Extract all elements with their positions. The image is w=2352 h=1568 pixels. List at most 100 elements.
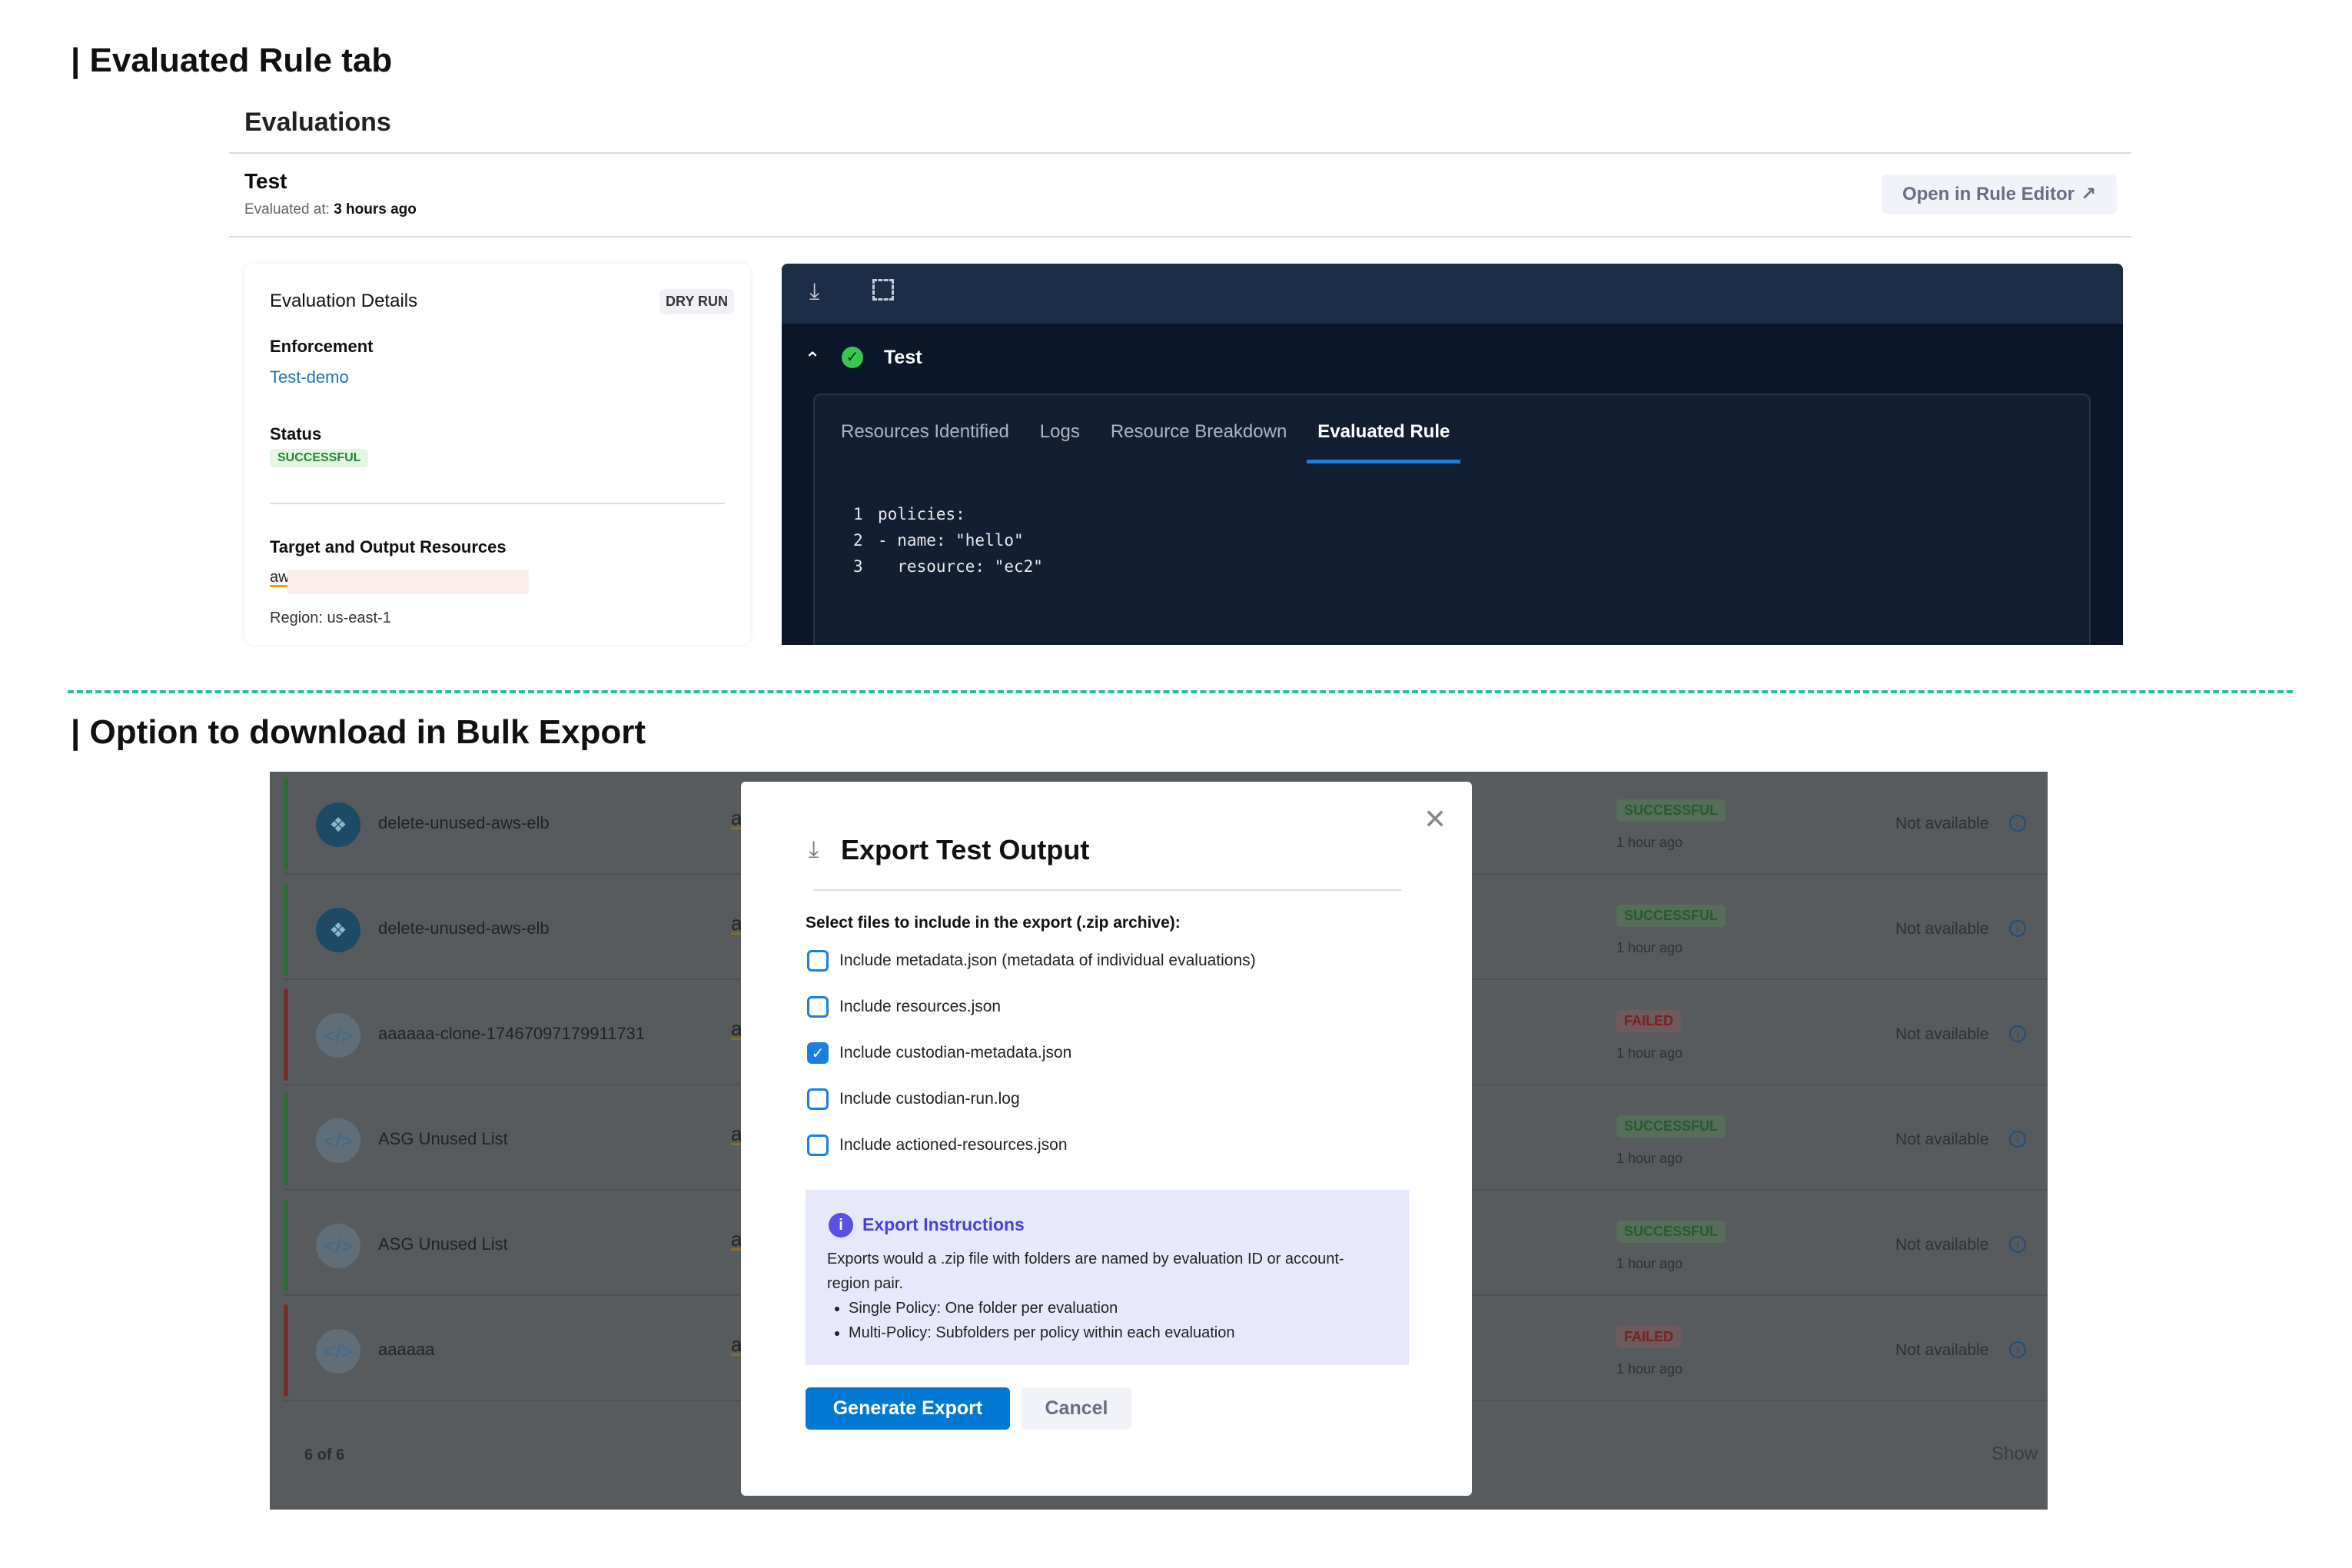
not-available-text: Not available: [1895, 1025, 1989, 1043]
rule-name[interactable]: aaaaaa-clone-17467097179911731: [378, 1024, 646, 1043]
cancel-button[interactable]: Cancel: [1022, 1387, 1131, 1430]
status-badge: SUCCESSFUL: [270, 449, 369, 467]
divider: [229, 236, 2131, 238]
divider: [270, 503, 725, 504]
show-button[interactable]: Show: [1992, 1443, 2038, 1464]
option-label: Include metadata.json (metadata of indiv…: [839, 952, 1256, 969]
enforcement-label: Enforcement: [270, 337, 374, 356]
info-icon[interactable]: i: [2009, 920, 2026, 937]
code-rule-icon: </>: [316, 1118, 360, 1163]
rule-name[interactable]: delete-unused-aws-elb: [378, 813, 550, 832]
redacted-resource: [287, 570, 529, 594]
checkbox[interactable]: [807, 1134, 829, 1156]
evaluations-heading: Evaluations: [244, 108, 391, 137]
status-badge: SUCCESSFUL: [1616, 1115, 1726, 1138]
evaluation-details-card: Evaluation Details DRY RUN Enforcement T…: [244, 264, 750, 645]
section-title-evaluated-rule: | Evaluated Rule tab: [71, 42, 393, 79]
info-icon[interactable]: i: [2009, 815, 2026, 832]
status-badge: SUCCESSFUL: [1616, 799, 1726, 822]
policy-icon: ❖: [316, 908, 360, 952]
checkbox[interactable]: [807, 1088, 829, 1110]
open-in-rule-editor-button[interactable]: Open in Rule Editor ↗: [1882, 174, 2117, 214]
tab-logs[interactable]: Logs: [1039, 421, 1080, 442]
line-number: 2: [853, 531, 863, 550]
tab-resource-breakdown[interactable]: Resource Breakdown: [1110, 421, 1287, 442]
tab-bar: Resources Identified Logs Resource Break…: [841, 421, 1491, 463]
list-row[interactable]: </> ASG Unused List aws SUCCESSFUL 1 hou…: [284, 1091, 2048, 1191]
section-divider: [68, 690, 2293, 693]
open-in-rule-editor-label: Open in Rule Editor: [1902, 183, 2075, 204]
run-time: 1 hour ago: [1616, 1045, 1683, 1061]
divider: [813, 889, 1401, 891]
status-badge: FAILED: [1616, 1326, 1682, 1348]
instructions-list: Single Policy: One folder per evaluation…: [849, 1296, 1234, 1345]
info-icon: i: [829, 1213, 853, 1237]
rule-name[interactable]: aaaaaa: [378, 1340, 435, 1359]
code-line: 1 policies:: [853, 501, 1043, 527]
resources-label: Target and Output Resources: [270, 537, 507, 556]
option-label: Include custodian-metadata.json: [839, 1044, 1072, 1061]
option-label: Include resources.json: [839, 998, 1002, 1015]
export-option[interactable]: Include custodian-run.log: [807, 1088, 1020, 1110]
info-icon[interactable]: i: [2009, 1025, 2026, 1042]
status-badge: SUCCESSFUL: [1616, 1221, 1726, 1243]
not-available-text: Not available: [1895, 1236, 1989, 1254]
close-icon[interactable]: ✕: [1423, 803, 1447, 835]
rule-name[interactable]: ASG Unused List: [378, 1234, 508, 1254]
rule-name[interactable]: delete-unused-aws-elb: [378, 919, 550, 938]
test-output-panel: ⤓ ⌃ ✓ Test Resources Identified Logs Res…: [782, 264, 2123, 645]
instructions-text: Exports would a .zip file with folders a…: [827, 1251, 1344, 1292]
export-option[interactable]: Include resources.json: [807, 996, 1001, 1018]
fullscreen-icon[interactable]: [872, 279, 894, 301]
run-time: 1 hour ago: [1616, 835, 1683, 850]
select-files-prompt: Select files to include in the export (.…: [806, 914, 1181, 932]
code-rule-icon: </>: [316, 1013, 360, 1058]
not-available-text: Not available: [1895, 920, 1989, 938]
export-option[interactable]: ✓ Include custodian-metadata.json: [807, 1042, 1071, 1064]
code-text: - name: "hello": [878, 531, 1024, 550]
evaluated-at-label: Evaluated at:: [244, 201, 330, 218]
option-label: Include actioned-resources.json: [839, 1136, 1068, 1154]
external-link-icon: ↗: [2080, 184, 2097, 204]
run-time: 1 hour ago: [1616, 940, 1683, 955]
info-icon[interactable]: i: [2009, 1236, 2026, 1253]
collapse-chevron-icon[interactable]: ⌃: [805, 349, 821, 370]
instructions-title: Export Instructions: [862, 1214, 1025, 1234]
dry-run-badge: DRY RUN: [659, 289, 735, 314]
code-text: policies:: [878, 505, 965, 523]
status-badge: FAILED: [1616, 1010, 1682, 1032]
status-indicator-bar: [284, 1094, 288, 1186]
code-text: resource: "ec2": [878, 557, 1043, 576]
info-icon[interactable]: i: [2009, 1131, 2026, 1148]
checkbox[interactable]: [807, 950, 829, 972]
policy-icon: ❖: [316, 802, 360, 847]
info-icon[interactable]: i: [2009, 1341, 2026, 1358]
export-option[interactable]: Include metadata.json (metadata of indiv…: [807, 950, 1256, 972]
code-line: 2 - name: "hello": [853, 527, 1043, 553]
run-time: 1 hour ago: [1616, 1256, 1683, 1271]
rule-name[interactable]: ASG Unused List: [378, 1129, 508, 1148]
modal-title: Export Test Output: [841, 834, 1090, 865]
code-rule-icon: </>: [316, 1224, 360, 1268]
region-text: Region: us-east-1: [270, 610, 391, 626]
section-title-bulk-export: | Option to download in Bulk Export: [71, 713, 646, 751]
generate-export-button[interactable]: Generate Export: [806, 1387, 1010, 1430]
checkbox[interactable]: [807, 996, 829, 1018]
download-icon[interactable]: ⤓: [809, 279, 820, 304]
line-number: 3: [853, 557, 863, 576]
run-time: 1 hour ago: [1616, 1361, 1683, 1377]
tab-evaluated-rule[interactable]: Evaluated Rule: [1307, 421, 1461, 463]
status-indicator-bar: [284, 883, 288, 975]
code-editor: 1 policies: 2 - name: "hello" 3 resource: "e…: [853, 501, 1043, 580]
run-time: 1 hour ago: [1616, 1151, 1683, 1166]
divider: [229, 152, 2131, 154]
checkbox[interactable]: ✓: [807, 1042, 829, 1064]
status-label: Status: [270, 424, 322, 443]
export-option[interactable]: Include actioned-resources.json: [807, 1134, 1068, 1156]
enforcement-link[interactable]: Test-demo: [270, 367, 349, 387]
tab-resources-identified[interactable]: Resources Identified: [841, 421, 1009, 442]
pagination-count: 6 of 6: [304, 1447, 345, 1463]
code-rule-icon: </>: [316, 1329, 360, 1374]
output-title: Test: [884, 347, 922, 368]
export-instructions-box: i Export Instructions Exports would a .z…: [806, 1190, 1409, 1365]
